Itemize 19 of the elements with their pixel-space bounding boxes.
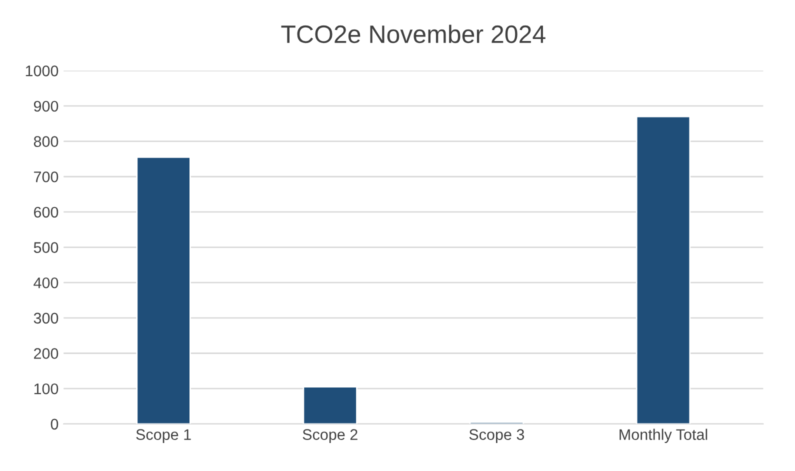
bar bbox=[302, 386, 358, 424]
y-tick-label: 800 bbox=[34, 136, 58, 147]
x-tick-label: Monthly Total bbox=[620, 428, 708, 444]
y-tick-label: 0 bbox=[50, 418, 58, 430]
y-tick-label: 1000 bbox=[26, 66, 58, 76]
y-tick-label: 900 bbox=[34, 100, 58, 112]
x-tick-label: Scope 2 bbox=[302, 429, 358, 444]
y-tick-label: 300 bbox=[34, 312, 58, 324]
y-tick-label: 100 bbox=[34, 383, 58, 394]
y-tick-label: 700 bbox=[34, 171, 58, 182]
chart-title: TCO2e November 2024 bbox=[281, 24, 546, 44]
bar bbox=[636, 116, 691, 424]
y-tick-label: 600 bbox=[34, 206, 58, 218]
x-tick-label: Scope 3 bbox=[469, 429, 524, 444]
x-tick-label: Scope 1 bbox=[136, 429, 191, 444]
y-tick-label: 500 bbox=[34, 242, 58, 253]
y-tick-label: 200 bbox=[34, 348, 58, 359]
bar bbox=[136, 156, 191, 424]
y-tick-label: 400 bbox=[34, 277, 58, 288]
